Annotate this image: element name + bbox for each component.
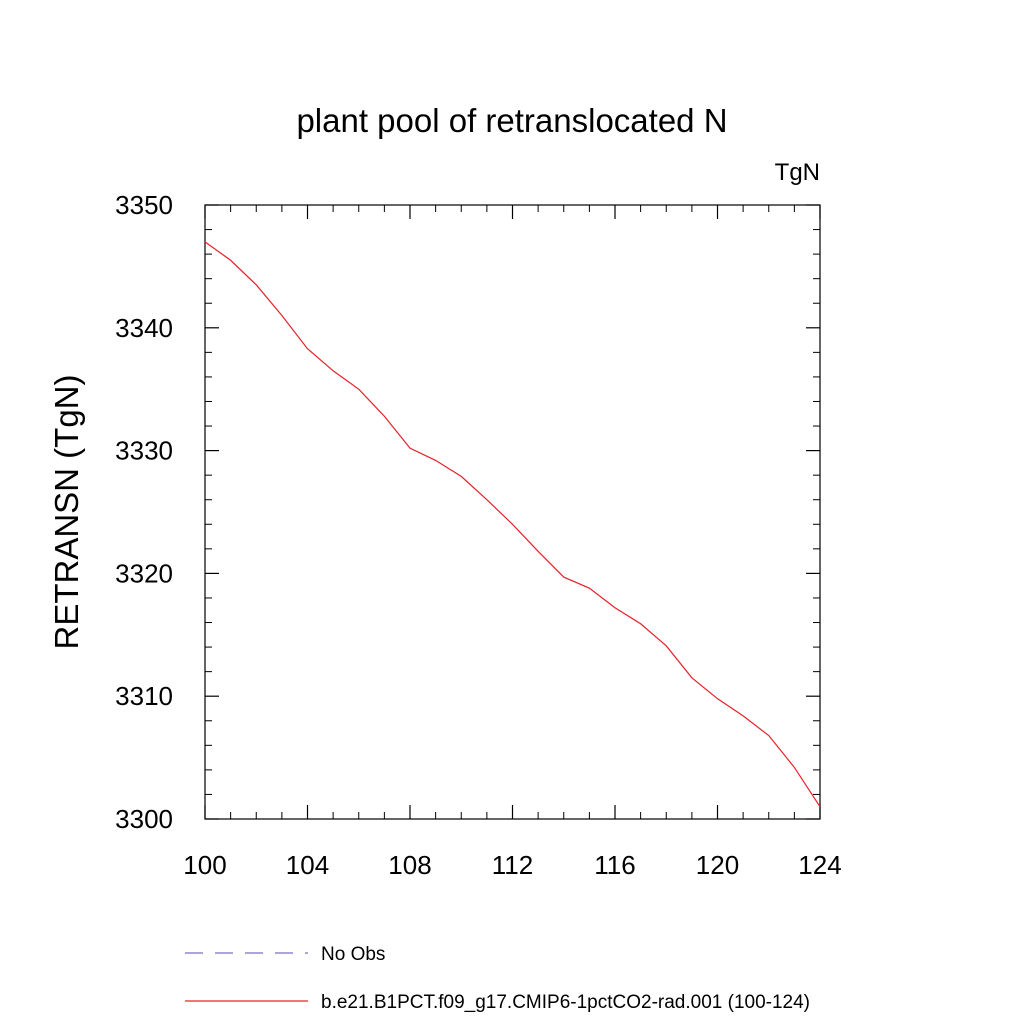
y-tick-label: 3330 [115, 436, 173, 466]
ticks-layer: 100 104 108 112 116 120 124 3300 3310 3320 3330 334… [115, 190, 842, 880]
y-tick-label: 3320 [115, 558, 173, 588]
x-tick-label: 100 [183, 850, 226, 880]
x-tick-label: 124 [798, 850, 841, 880]
y-tick-label: 3350 [115, 190, 173, 220]
x-tick-label: 112 [492, 850, 533, 880]
legend-label: No Obs [321, 944, 385, 965]
x-tick-label: 104 [286, 850, 329, 880]
y-tick-label: 3300 [115, 804, 173, 834]
x-tick-label: 120 [696, 850, 739, 880]
chart-title: plant pool of retranslocated N [296, 102, 727, 139]
series-line [204, 241, 821, 808]
x-tick-label: 116 [594, 850, 635, 880]
y-tick-label: 3340 [115, 313, 173, 343]
series-layer [204, 241, 821, 808]
plot-frame [204, 204, 821, 820]
legend: No Obs b.e21.B1PCT.f09_g17.CMIP6-1pctCO2-… [185, 944, 810, 1013]
legend-label: b.e21.B1PCT.f09_g17.CMIP6-1pctCO2-rad.00… [321, 992, 810, 1013]
units-label: TgN [775, 159, 820, 186]
y-tick-label: 3310 [115, 681, 173, 711]
x-tick-label: 108 [388, 850, 431, 880]
y-axis-label: RETRANSN (TgN) [48, 374, 85, 649]
